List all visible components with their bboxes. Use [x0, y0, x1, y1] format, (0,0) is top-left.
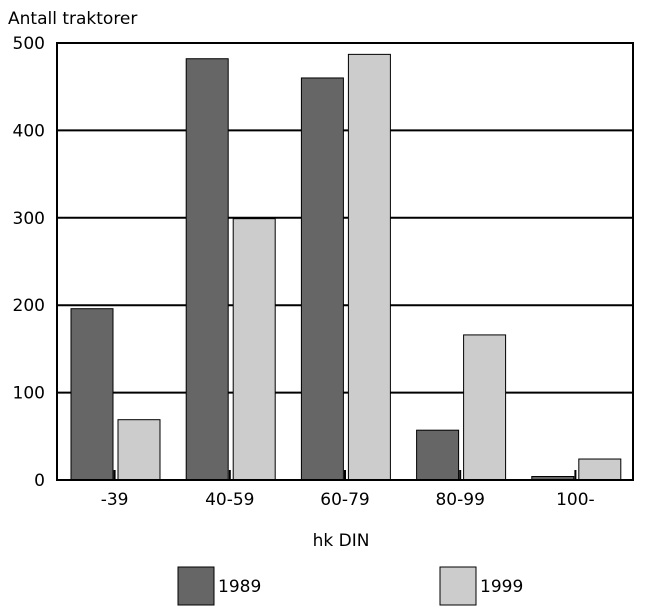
bar-1989-4	[416, 429, 460, 481]
x-tick-label: 100-	[556, 490, 595, 510]
x-tick-label: -39	[101, 490, 129, 510]
y-tick-label: 500	[13, 34, 45, 54]
y-axis-title: Antall traktorer	[8, 9, 137, 29]
y-tick-label: 0	[34, 471, 45, 491]
legend-swatch-1999	[439, 566, 477, 606]
legend-label-1999: 1999	[480, 577, 523, 597]
bar-1999-3	[347, 53, 391, 481]
legend-label-1989: 1989	[218, 577, 261, 597]
legend: 1989 1999	[177, 566, 523, 606]
x-tick-label: 80-99	[435, 490, 484, 510]
bar-1999-1	[117, 419, 161, 481]
x-tick-labels: -39 40-59 60-79 80-99 100-	[101, 490, 595, 510]
bar-1989-2	[185, 58, 229, 481]
legend-swatch-1989	[177, 566, 215, 606]
bars	[70, 53, 622, 481]
x-tick-label: 60-79	[320, 490, 369, 510]
plot-frame	[56, 42, 634, 481]
bar-1999-4	[463, 334, 507, 481]
y-tick-label: 400	[13, 121, 45, 141]
y-tick-label: 300	[13, 209, 45, 229]
gridlines	[57, 129, 633, 394]
y-tick-label: 100	[13, 384, 45, 404]
bar-1999-2	[232, 218, 276, 481]
y-tick-label: 200	[13, 296, 45, 316]
bar-1989-3	[300, 77, 344, 481]
x-tick-label: 40-59	[205, 490, 254, 510]
x-axis-title: hk DIN	[313, 531, 370, 551]
bar-1989-1	[70, 308, 114, 481]
bar-1999-5	[578, 458, 622, 481]
y-tick-labels: 0 100 200 300 400 500	[13, 34, 45, 491]
